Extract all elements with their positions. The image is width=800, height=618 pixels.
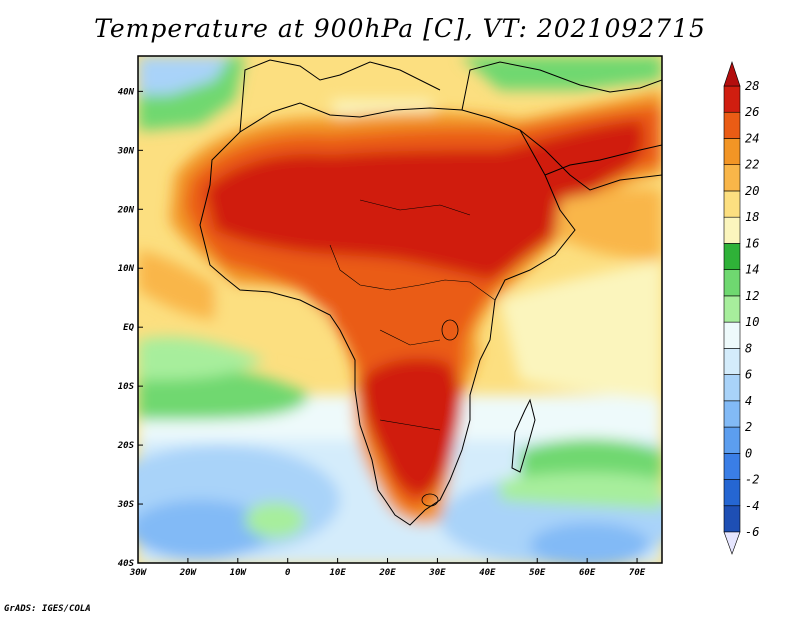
lon-tick-label: 30E xyxy=(428,568,446,578)
lat-tick-label: 20S xyxy=(117,441,135,451)
colorbar-label: -4 xyxy=(745,499,759,513)
colorbar-top-arrow xyxy=(723,61,741,87)
colorbar-label: 24 xyxy=(745,131,759,145)
colorbar-swatch xyxy=(723,479,741,507)
colorbar-swatch xyxy=(723,138,741,166)
colorbar-label: 22 xyxy=(745,158,759,172)
colorbar-label: 20 xyxy=(745,184,759,198)
colorbar-label: 8 xyxy=(745,341,752,355)
colorbar-label: 2 xyxy=(745,420,752,434)
colorbar-swatch xyxy=(723,505,741,533)
colorbar-label: 28 xyxy=(745,79,759,93)
lat-tick-label: EQ xyxy=(123,323,134,333)
map-title: Temperature at 900hPa [C], VT: 202109271… xyxy=(94,14,706,43)
lat-tick-label: 20N xyxy=(117,205,135,215)
lon-tick-label: 70E xyxy=(629,568,646,578)
colorbar-swatch xyxy=(723,190,741,218)
colorbar-swatch xyxy=(723,216,741,244)
latitude-axis: 40N 30N 20N 10N EQ 10S 20S 30S 40S xyxy=(117,87,143,569)
colorbar-label: 6 xyxy=(745,368,752,382)
lon-tick-label: 50E xyxy=(529,568,546,578)
map-frame xyxy=(137,55,663,564)
coastlines xyxy=(199,59,662,526)
longitude-axis: 30W 20W 10W 0 10E 20E 30E 40E 50E 60E 70E xyxy=(129,558,646,578)
lon-tick-label: 10E xyxy=(329,568,346,578)
lon-tick-label: 10W xyxy=(230,568,248,578)
lon-tick-label: 40E xyxy=(479,568,496,578)
colorbar-label: 14 xyxy=(745,263,759,277)
lon-tick-label: 20E xyxy=(378,568,396,578)
colorbar-swatch xyxy=(723,400,741,428)
colorbar-label: 4 xyxy=(745,394,752,408)
credit-text: GrADS: IGES/COLA xyxy=(4,604,91,614)
colorbar-bottom-arrow xyxy=(723,531,741,555)
colorbar-swatch xyxy=(723,348,741,375)
colorbar-swatch xyxy=(723,295,741,323)
colorbar-label: -2 xyxy=(745,473,759,487)
colorbar-label: 26 xyxy=(745,105,759,119)
colorbar-label: 18 xyxy=(745,210,759,224)
colorbar-swatch xyxy=(723,321,741,349)
lat-tick-label: 10N xyxy=(118,264,135,274)
temperature-field xyxy=(138,56,662,563)
colorbar-label: 10 xyxy=(745,315,759,329)
colorbar-label: 12 xyxy=(745,289,759,303)
colorbar-swatch xyxy=(723,269,741,297)
lon-tick-label: 30W xyxy=(129,568,148,578)
lon-tick-label: 20W xyxy=(179,568,198,578)
colorbar-swatch xyxy=(723,426,741,454)
lon-tick-label: 60E xyxy=(579,568,596,578)
colorbar-label: 16 xyxy=(745,236,759,250)
colorbar-swatch xyxy=(723,374,741,402)
colorbar-swatch xyxy=(723,164,741,192)
colorbar-swatch xyxy=(723,111,741,139)
colorbar-label: 0 xyxy=(745,446,752,460)
colorbar-swatch xyxy=(723,243,741,270)
colorbar-label: -6 xyxy=(745,525,759,539)
lon-tick-label: 0 xyxy=(285,568,291,578)
lat-tick-label: 30N xyxy=(117,146,135,156)
lat-tick-label: 10S xyxy=(118,382,135,392)
colorbar-swatch xyxy=(723,85,741,113)
lat-tick-label: 40S xyxy=(118,559,135,569)
lat-tick-label: 40N xyxy=(118,87,135,97)
lat-tick-label: 30S xyxy=(117,500,135,510)
colorbar-swatch xyxy=(723,452,741,480)
